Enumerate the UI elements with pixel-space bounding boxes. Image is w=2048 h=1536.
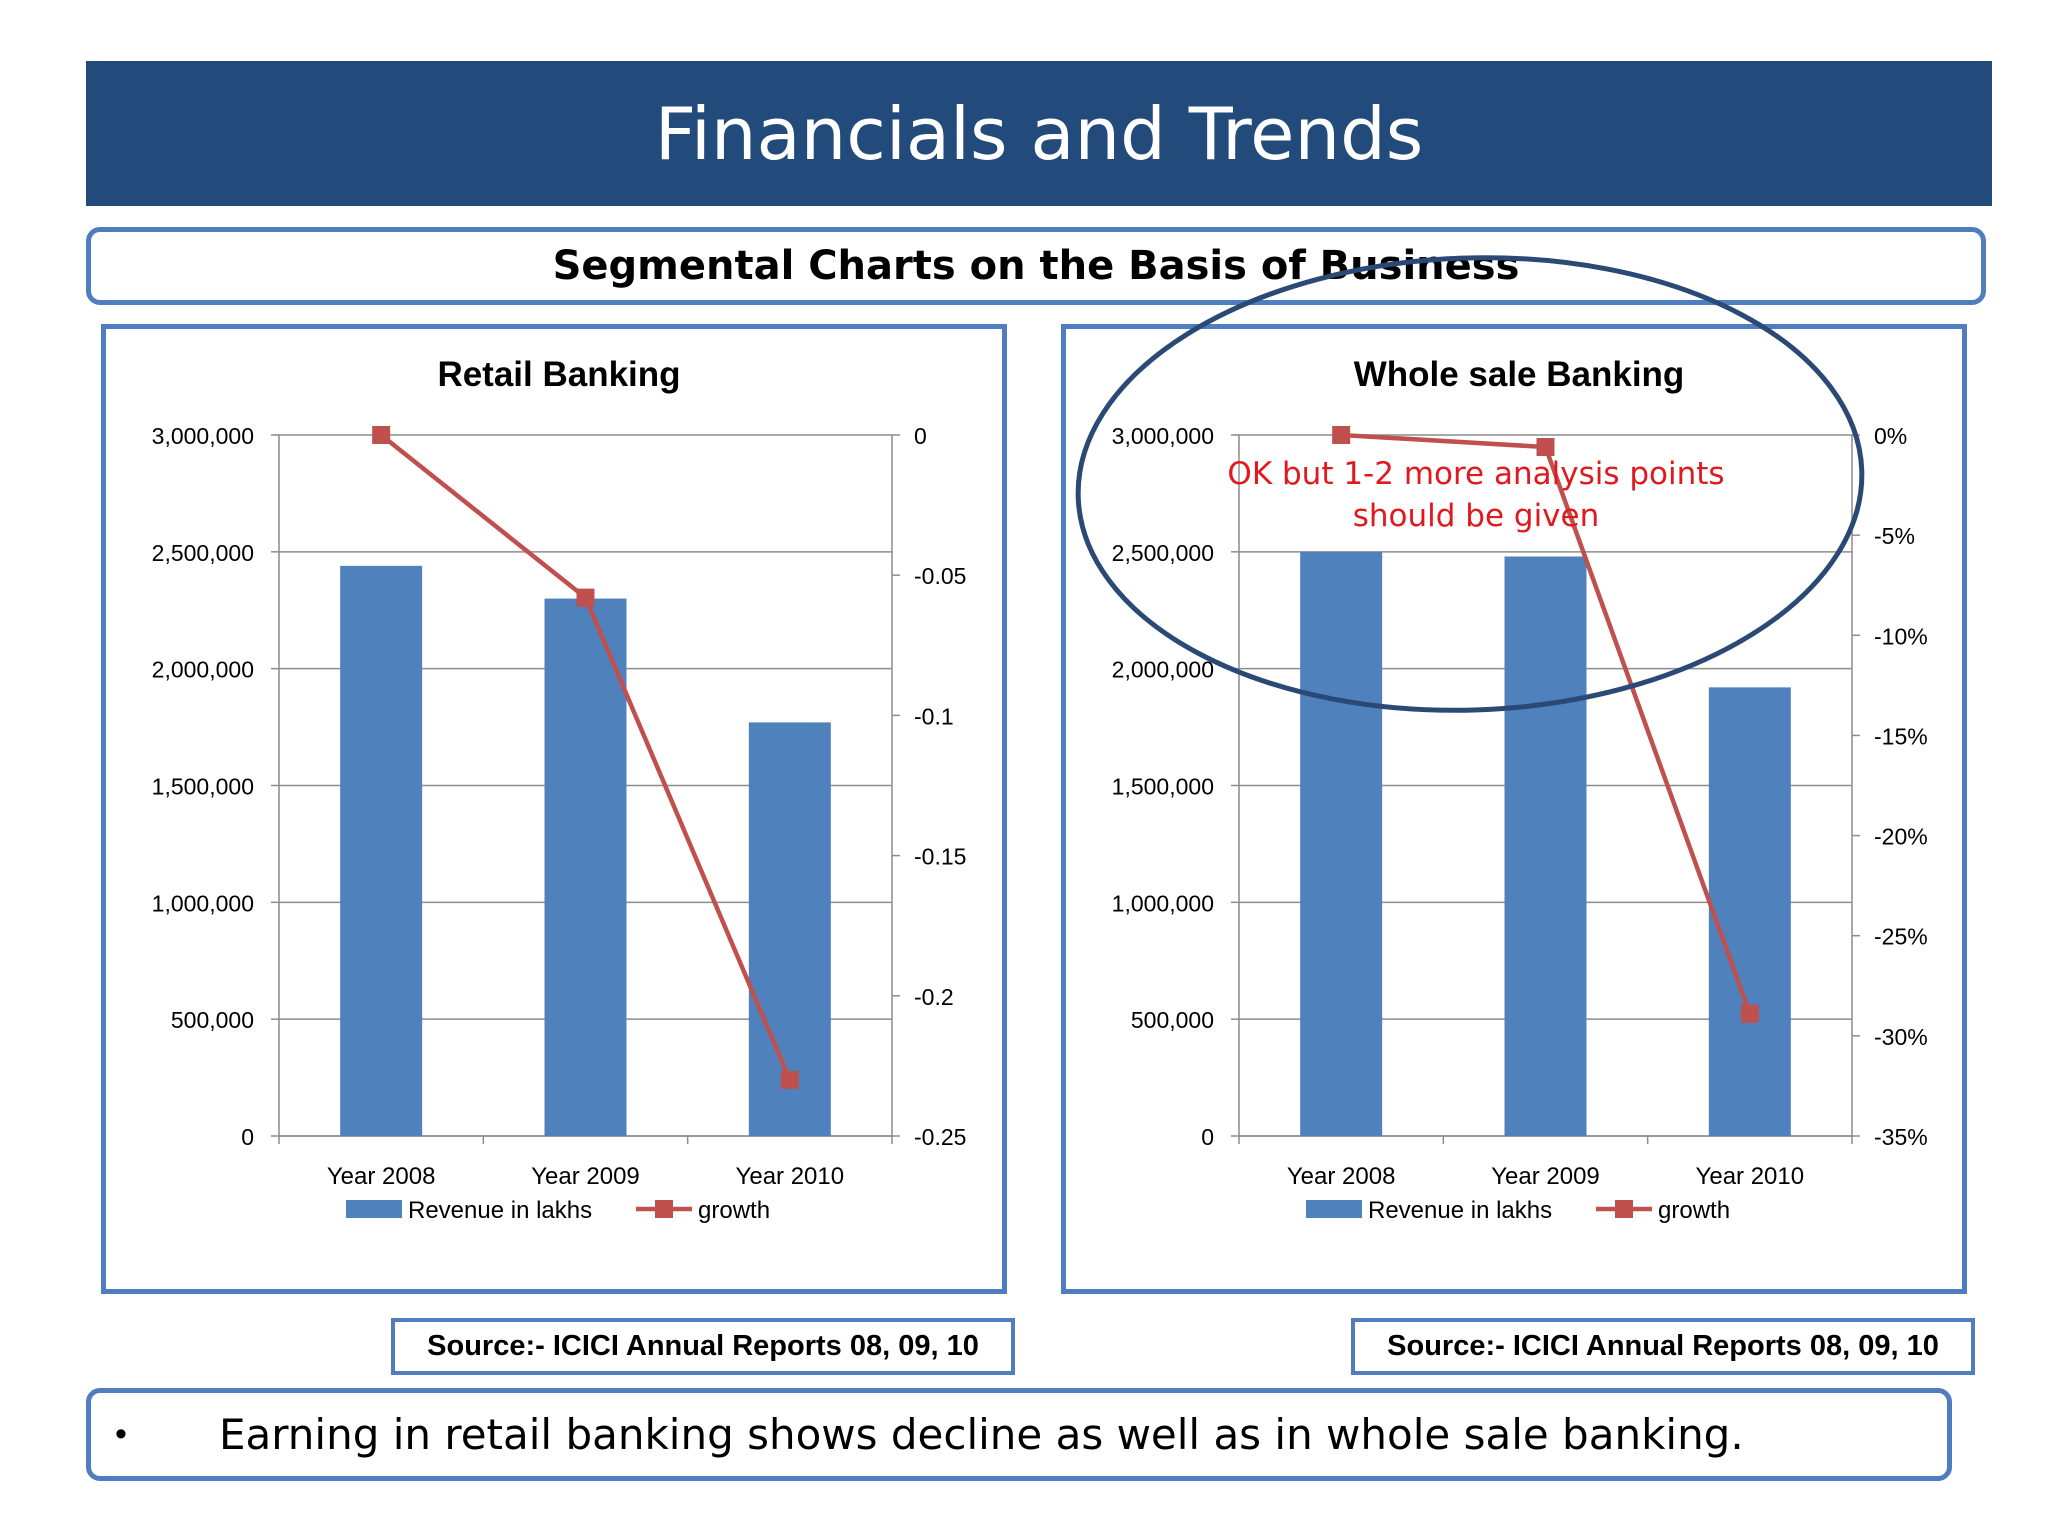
title-band: Financials and Trends bbox=[86, 61, 1992, 206]
retail-bar bbox=[544, 598, 627, 1136]
wholesale-legend-line-label: growth bbox=[1658, 1197, 1730, 1224]
section-subtitle: Segmental Charts on the Basis of Busines… bbox=[552, 243, 1520, 289]
wholesale-bar bbox=[1708, 687, 1791, 1136]
wholesale-y-tick-label: 2,000,000 bbox=[1112, 657, 1214, 683]
retail-legend-bar-swatch bbox=[346, 1200, 402, 1218]
review-annotation-text: OK but 1-2 more analysis points should b… bbox=[1216, 453, 1736, 537]
wholesale-y2-tick-label: 0% bbox=[1874, 423, 1907, 449]
retail-x-tick-label: Year 2009 bbox=[531, 1163, 640, 1190]
wholesale-x-tick-label: Year 2008 bbox=[1287, 1163, 1396, 1190]
retail-y-tick-label: 3,000,000 bbox=[152, 423, 254, 449]
retail-banking-chart: Retail Banking 0 500,000 1,000,000 1,500,000… bbox=[101, 324, 1007, 1294]
retail-y-tick-label: 2,000,000 bbox=[152, 657, 254, 683]
retail-y2-tick-label: -0.25 bbox=[914, 1124, 966, 1150]
wholesale-chart-title: Whole sale Banking bbox=[1354, 355, 1685, 394]
retail-growth-marker bbox=[372, 426, 391, 444]
wholesale-y-tick-label: 500,000 bbox=[1131, 1007, 1214, 1033]
retail-y-tick-label: 1,500,000 bbox=[152, 774, 254, 800]
summary-text: Earning in retail banking shows decline … bbox=[219, 1410, 1744, 1459]
wholesale-y2-tick-label: -5% bbox=[1874, 523, 1915, 549]
wholesale-bar bbox=[1504, 556, 1587, 1136]
wholesale-y2-tick-label: -35% bbox=[1874, 1124, 1928, 1150]
retail-bar bbox=[748, 722, 831, 1136]
retail-x-tick-label: Year 2010 bbox=[736, 1163, 845, 1190]
wholesale-y-tick-label: 2,500,000 bbox=[1112, 540, 1214, 566]
retail-legend-bar-label: Revenue in lakhs bbox=[408, 1197, 592, 1224]
source-label-right: Source:- ICICI Annual Reports 08, 09, 10 bbox=[1351, 1318, 1975, 1375]
wholesale-legend-line-marker bbox=[1615, 1200, 1633, 1218]
wholesale-growth-marker bbox=[1740, 1004, 1759, 1023]
retail-y2-tick-label: 0 bbox=[914, 423, 927, 449]
retail-legend-line-label: growth bbox=[698, 1197, 770, 1224]
wholesale-bar bbox=[1300, 551, 1383, 1136]
annotation-line-1: OK but 1-2 more analysis points bbox=[1227, 456, 1725, 492]
wholesale-legend-bar-label: Revenue in lakhs bbox=[1368, 1197, 1552, 1224]
source-label-left: Source:- ICICI Annual Reports 08, 09, 10 bbox=[391, 1318, 1015, 1375]
retail-growth-marker bbox=[780, 1070, 799, 1089]
wholesale-y2-tick-label: -15% bbox=[1874, 723, 1928, 749]
retail-y-tick-label: 1,000,000 bbox=[152, 890, 254, 916]
retail-y2-tick-label: -0.2 bbox=[914, 984, 954, 1010]
wholesale-y-tick-label: 1,500,000 bbox=[1112, 774, 1214, 800]
bullet-marker: • bbox=[115, 1415, 127, 1453]
wholesale-y2-tick-label: -20% bbox=[1874, 824, 1928, 850]
source-text-right: Source:- ICICI Annual Reports 08, 09, 10 bbox=[1387, 1330, 1939, 1362]
wholesale-growth-marker bbox=[1332, 426, 1351, 444]
annotation-line-2: should be given bbox=[1352, 498, 1600, 534]
wholesale-legend-bar-swatch bbox=[1306, 1200, 1362, 1218]
retail-banking-svg: Retail Banking 0 500,000 1,000,000 1,500,000… bbox=[152, 355, 967, 1224]
retail-y-tick-label: 0 bbox=[241, 1124, 254, 1150]
retail-x-tick-label: Year 2008 bbox=[327, 1163, 436, 1190]
wholesale-y2-tick-label: -10% bbox=[1874, 623, 1928, 649]
wholesale-y2-tick-label: -25% bbox=[1874, 924, 1928, 950]
subtitle-box: Segmental Charts on the Basis of Busines… bbox=[86, 227, 1986, 305]
page-title: Financials and Trends bbox=[654, 91, 1424, 176]
retail-y2-tick-label: -0.15 bbox=[914, 844, 966, 870]
retail-chart-title: Retail Banking bbox=[437, 355, 680, 394]
retail-y-tick-label: 500,000 bbox=[171, 1007, 254, 1033]
wholesale-y-tick-label: 3,000,000 bbox=[1112, 423, 1214, 449]
source-text-left: Source:- ICICI Annual Reports 08, 09, 10 bbox=[427, 1330, 979, 1362]
summary-box: • Earning in retail banking shows declin… bbox=[86, 1388, 1952, 1481]
wholesale-x-tick-label: Year 2009 bbox=[1491, 1163, 1600, 1190]
wholesale-y-tick-label: 0 bbox=[1201, 1124, 1214, 1150]
retail-y2-tick-label: -0.05 bbox=[914, 563, 966, 589]
retail-growth-marker bbox=[576, 588, 595, 607]
retail-y-tick-label: 2,500,000 bbox=[152, 540, 254, 566]
wholesale-y-tick-label: 1,000,000 bbox=[1112, 890, 1214, 916]
retail-legend-line-marker bbox=[655, 1200, 673, 1218]
wholesale-x-tick-label: Year 2010 bbox=[1696, 1163, 1805, 1190]
retail-y2-tick-label: -0.1 bbox=[914, 703, 954, 729]
retail-bar bbox=[340, 565, 423, 1136]
wholesale-y2-tick-label: -30% bbox=[1874, 1024, 1928, 1050]
